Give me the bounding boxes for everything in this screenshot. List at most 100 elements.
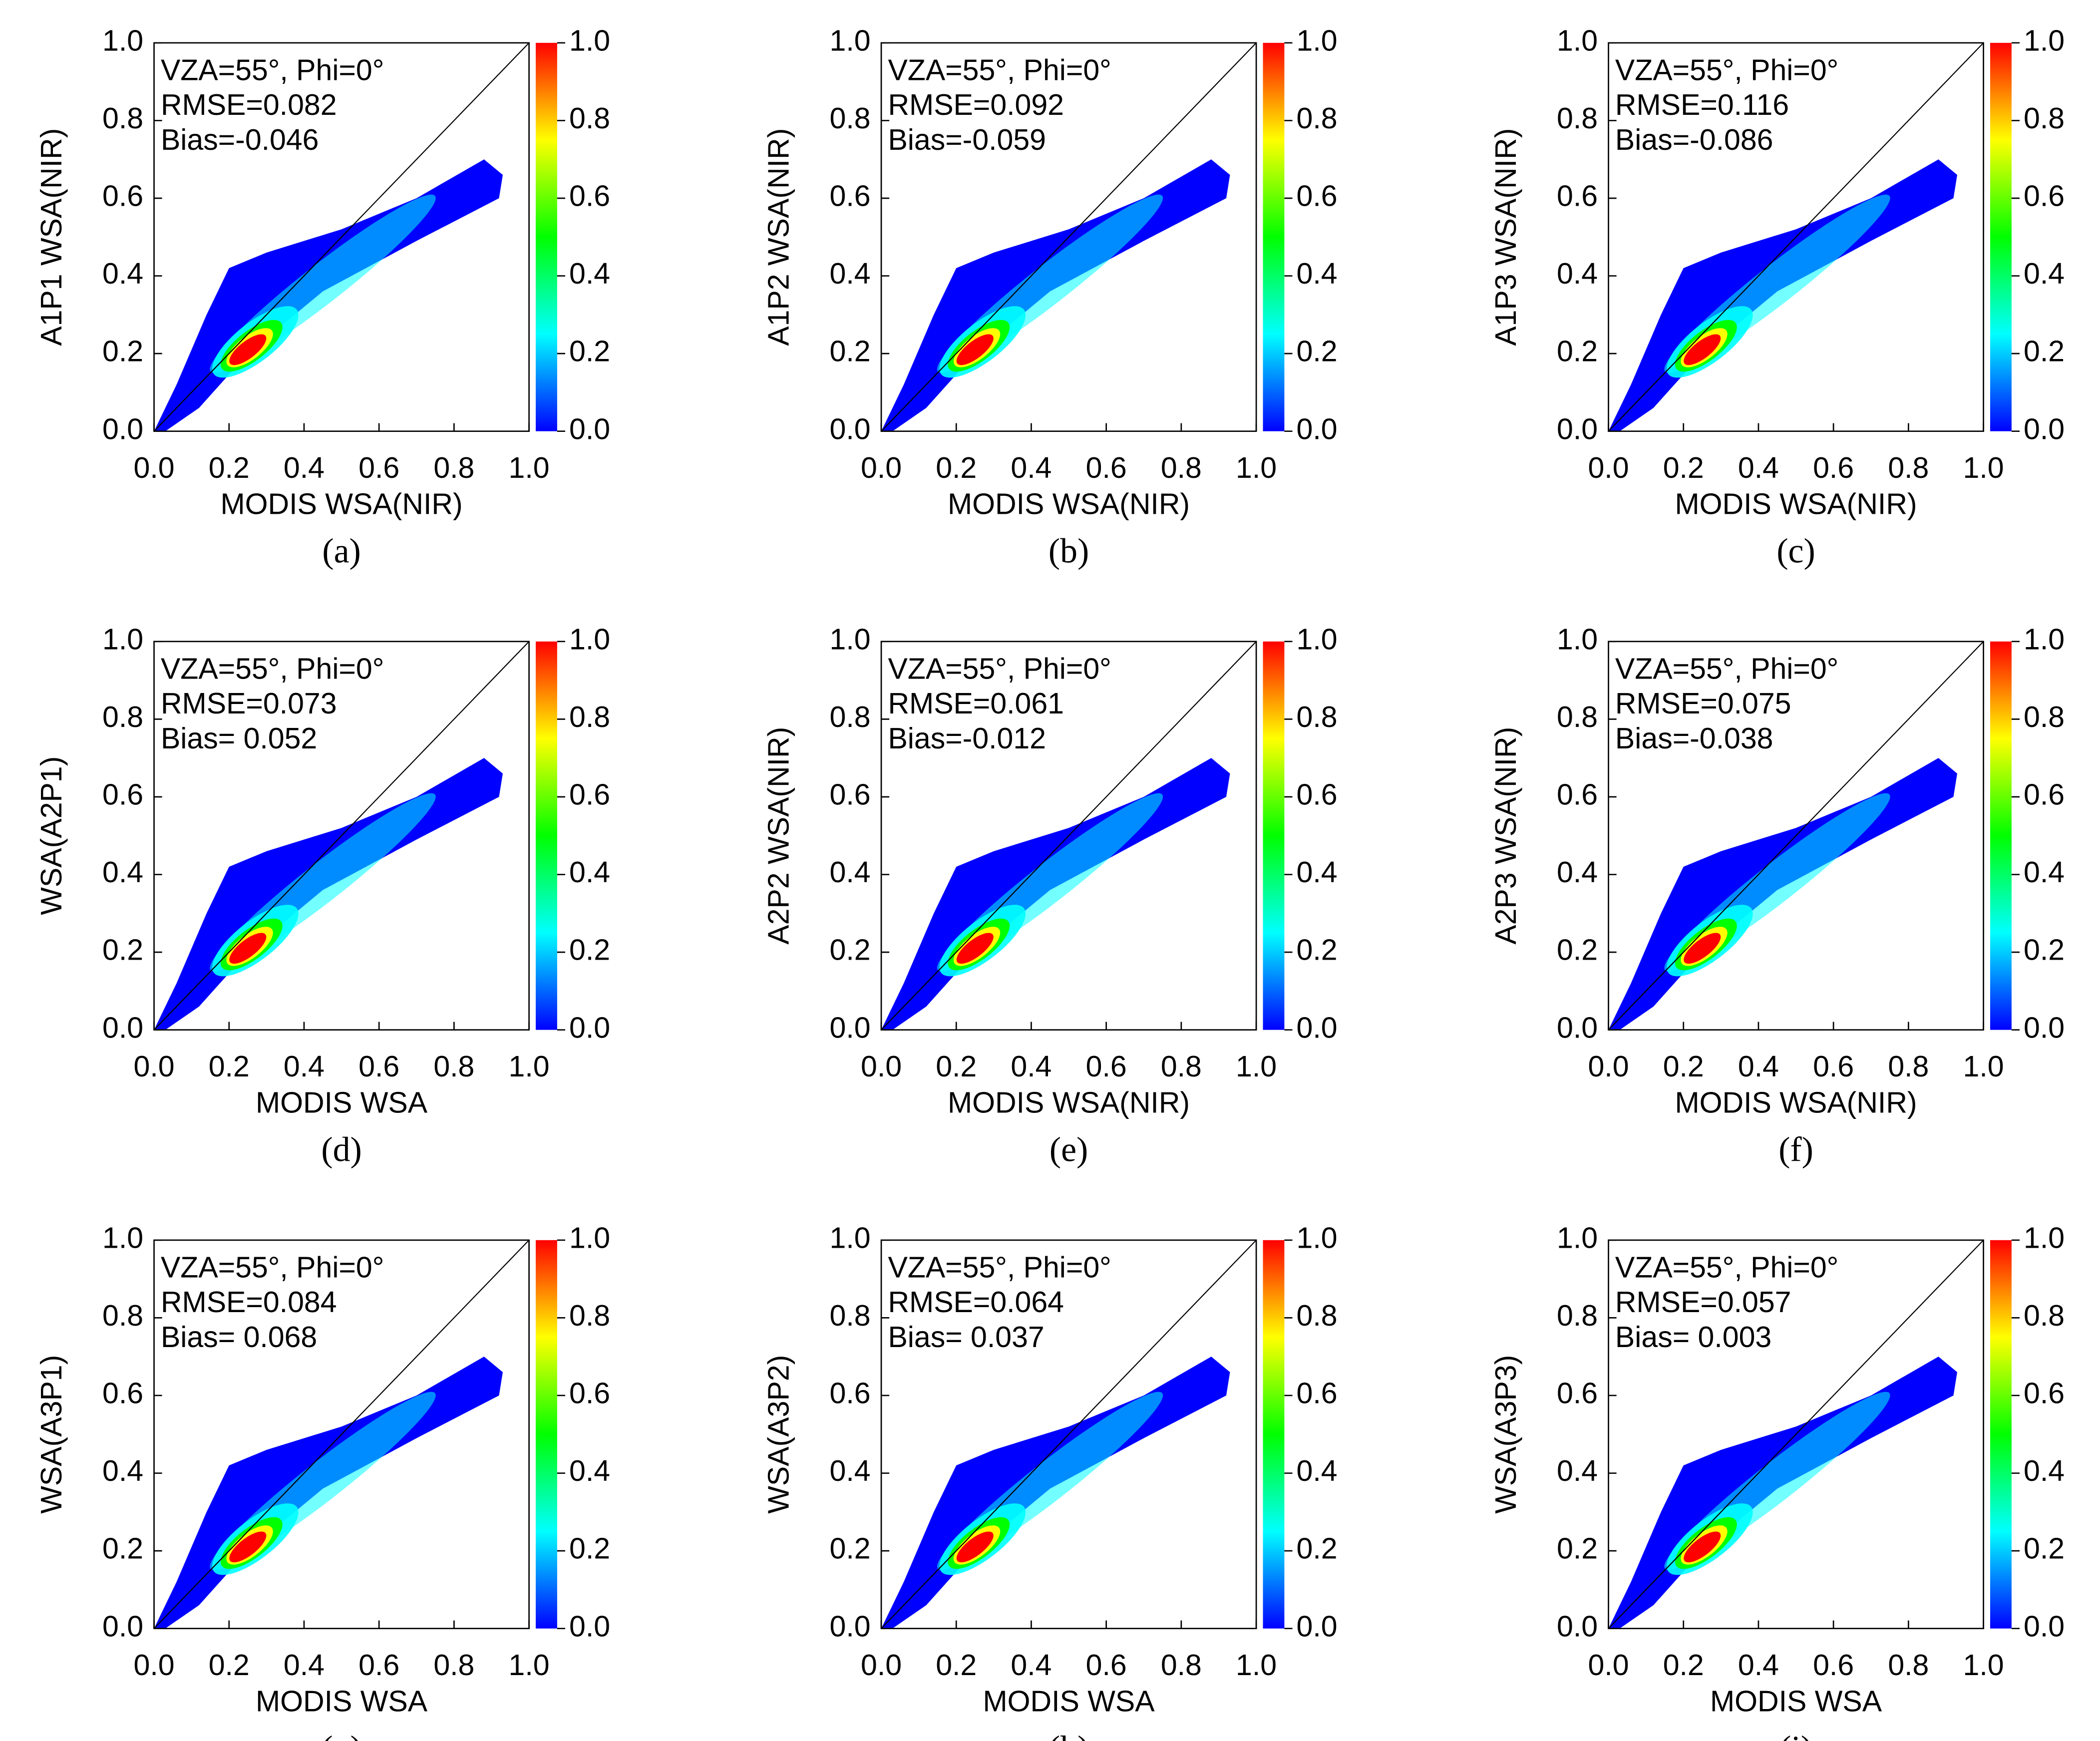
x-tick-label: 0.2 (209, 451, 250, 484)
annotation: Bias=-0.059 (888, 123, 1046, 156)
annotation: RMSE=0.082 (161, 88, 337, 121)
colorbar-tick-label: 0.0 (569, 412, 610, 445)
y-tick-label: 0.8 (102, 102, 143, 135)
x-tick-label: 0.2 (936, 451, 977, 484)
x-tick-label: 0.8 (1161, 1649, 1202, 1682)
annotation: Bias= 0.068 (161, 1321, 317, 1354)
x-tick-label: 0.4 (1011, 1050, 1051, 1083)
annotation: Bias=-0.038 (1615, 722, 1773, 755)
y-tick-label: 0.2 (1557, 934, 1598, 967)
density-cloud (1608, 758, 1957, 1030)
x-tick-label: 0.8 (1888, 1050, 1929, 1083)
panel-caption: (c) (1776, 532, 1815, 570)
colorbar-tick-label: 0.2 (2024, 1532, 2065, 1565)
x-tick-label: 0.6 (1813, 1050, 1854, 1083)
y-tick-label: 0.2 (102, 1532, 143, 1565)
panel-caption: (a) (322, 532, 360, 570)
x-axis-title: MODIS WSA (256, 1086, 428, 1119)
x-tick-label: 0.8 (433, 1649, 474, 1682)
colorbar-tick-label: 0.6 (2024, 778, 2065, 811)
x-tick-label: 1.0 (1236, 1050, 1277, 1083)
annotation: Bias= 0.037 (888, 1321, 1044, 1354)
y-tick-label: 0.8 (1557, 700, 1598, 733)
one-to-one-line (881, 641, 1257, 1031)
panel: 0.0 0.2 0.4 0.6 0.8 1.0 0.0 0.2 0.4 0.6 0.8 1.0 MODI… (35, 623, 610, 1169)
y-tick-label: 0.6 (1557, 778, 1598, 811)
y-tick-label: 0.6 (830, 180, 871, 213)
y-axis-title: A1P1 WSA(NIR) (35, 128, 68, 346)
annotation: Bias=-0.046 (161, 123, 319, 156)
annotation: RMSE=0.057 (1615, 1286, 1791, 1319)
y-tick-label: 0.0 (1557, 1610, 1598, 1643)
colorbar-tick-label: 0.0 (569, 1011, 610, 1044)
plot-frame (880, 641, 1257, 1031)
x-tick-label: 0.4 (284, 1649, 325, 1682)
colorbar-tick-label: 0.8 (569, 102, 610, 135)
density-cloud (1608, 159, 1957, 431)
x-tick-label: 0.2 (209, 1649, 250, 1682)
density-cloud (881, 758, 1230, 1030)
plot-frame (1608, 641, 1984, 1031)
x-tick-label: 0.0 (1588, 1050, 1629, 1083)
colorbar-tick-label: 0.8 (569, 700, 610, 733)
x-tick-label: 0.4 (1011, 451, 1051, 484)
y-tick-label: 0.4 (102, 1454, 143, 1487)
density-cloud (154, 159, 503, 431)
colorbar-tick-label: 0.6 (569, 1377, 610, 1410)
y-tick-label: 0.6 (102, 180, 143, 213)
y-tick-label: 0.6 (102, 778, 143, 811)
x-tick-label: 0.6 (1813, 1649, 1854, 1682)
x-tick-label: 1.0 (1963, 1649, 2004, 1682)
one-to-one-line (1608, 641, 1984, 1031)
annotation: VZA=55°, Phi=0° (161, 1251, 384, 1284)
panel-caption: (i) (1779, 1729, 1812, 1741)
annotation: RMSE=0.064 (888, 1286, 1064, 1319)
x-tick-label: 0.4 (284, 451, 325, 484)
y-tick-label: 0.0 (1557, 1011, 1598, 1044)
colorbar-tick-label: 0.8 (2024, 102, 2065, 135)
colorbar-tick-label: 0.2 (569, 1532, 610, 1565)
annotation: RMSE=0.073 (161, 687, 337, 720)
x-tick-label: 0.6 (358, 1649, 399, 1682)
panel-caption: (f) (1778, 1130, 1813, 1169)
colorbar-tick-label: 1.0 (1297, 1221, 1338, 1254)
colorbar-tick-label: 1.0 (1297, 24, 1338, 57)
colorbar-tick-label: 0.6 (1297, 1377, 1338, 1410)
density-core (956, 1531, 994, 1563)
colorbar-tick-label: 0.8 (1297, 102, 1338, 135)
colorbar-tick-label: 0.6 (569, 778, 610, 811)
y-tick-label: 0.6 (1557, 1377, 1598, 1410)
colorbar-tick-label: 1.0 (569, 623, 610, 656)
panel: 0.0 0.2 0.4 0.6 0.8 1.0 0.0 0.2 0.4 0.6 0.8 1.0 MODI… (1489, 24, 2065, 570)
colorbar (535, 641, 557, 1030)
one-to-one-line (1608, 42, 1984, 432)
x-tick-label: 0.4 (1738, 451, 1779, 484)
density-core (229, 334, 267, 365)
x-tick-label: 0.6 (1813, 451, 1854, 484)
density-core (1684, 1531, 1721, 1563)
y-tick-label: 0.4 (102, 856, 143, 889)
density-core (229, 933, 267, 964)
panel: 0.0 0.2 0.4 0.6 0.8 1.0 0.0 0.2 0.4 0.6 0.8 1.0 MODI… (762, 24, 1337, 570)
x-tick-label: 0.8 (433, 451, 474, 484)
colorbar-tick-label: 0.4 (2024, 856, 2065, 889)
colorbar-tick-label: 0.8 (1297, 700, 1338, 733)
y-tick-label: 0.8 (830, 102, 871, 135)
y-tick-label: 0.8 (1557, 1299, 1598, 1332)
x-tick-label: 1.0 (1963, 451, 2004, 484)
colorbar-tick-label: 0.4 (2024, 257, 2065, 290)
y-tick-label: 0.6 (830, 1377, 871, 1410)
x-tick-label: 0.2 (936, 1649, 977, 1682)
x-tick-label: 1.0 (509, 1649, 550, 1682)
y-tick-label: 0.4 (1557, 257, 1598, 290)
y-tick-label: 0.0 (830, 1610, 871, 1643)
colorbar (1990, 42, 2012, 431)
x-tick-label: 0.8 (433, 1050, 474, 1083)
y-tick-label: 0.8 (102, 700, 143, 733)
density-cloud (881, 159, 1230, 431)
one-to-one-line (881, 42, 1257, 432)
x-axis-title: MODIS WSA(NIR) (221, 488, 463, 521)
y-tick-label: 1.0 (830, 24, 871, 57)
panel: 0.0 0.2 0.4 0.6 0.8 1.0 0.0 0.2 0.4 0.6 0.8 1.0 MODI… (762, 623, 1337, 1169)
density-core (1684, 933, 1721, 964)
